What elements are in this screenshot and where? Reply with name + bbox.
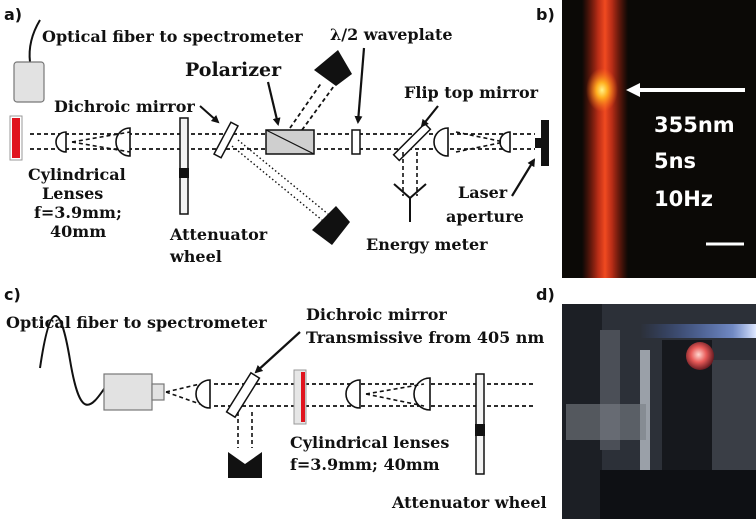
fiber-label-c: Optical fiber to spectrometer xyxy=(6,313,267,332)
spectrometer-connector-icon xyxy=(13,61,45,103)
cylindrical-lens-2-icon xyxy=(115,127,131,157)
lens-label-line2: Lenses xyxy=(42,184,103,203)
laser-label-line2: aperture xyxy=(446,207,524,226)
reflected-beam xyxy=(231,139,329,221)
focusing-cone xyxy=(71,131,131,153)
dichroic-mirror-icon xyxy=(213,121,239,159)
aperture-ring xyxy=(535,138,543,148)
beam-c-left xyxy=(165,383,201,405)
panel-a: a) Optical fiber to spectrometer Cylindr… xyxy=(4,5,549,266)
panel-c-letter: c) xyxy=(4,285,21,304)
optical-fiber-c-icon xyxy=(39,315,107,406)
waveplate-label: λ/2 waveplate xyxy=(330,25,453,44)
attenuator-wheel-icon xyxy=(179,117,189,215)
polarizer-arrow xyxy=(266,81,281,126)
energy-meter-icon xyxy=(393,183,427,222)
spectrometer-connector-c-icon xyxy=(103,373,153,411)
attenuator-c-hub xyxy=(475,424,485,436)
polarizer-diagonal xyxy=(265,129,315,155)
lens-label-line3: f=3.9mm; xyxy=(34,203,122,222)
attenuator-c-label: Attenuator wheel xyxy=(391,493,547,512)
laser-aperture-icon xyxy=(541,120,549,166)
flip-mirror-arrow xyxy=(420,105,439,128)
waveplate-icon xyxy=(351,129,361,155)
photo-d-blue-light xyxy=(640,324,756,338)
flip-mirror-icon xyxy=(392,122,432,162)
beam-dump-lower-icon xyxy=(312,206,350,245)
sample-holder xyxy=(9,115,23,161)
lens-label-line1: Cylindrical xyxy=(28,165,126,184)
photo-b-spot xyxy=(586,68,618,112)
photo-d-base xyxy=(600,470,756,519)
beam-dump-upper-icon xyxy=(314,50,352,86)
dichroic-c-label-line2: Transmissive from 405 nm xyxy=(306,328,544,347)
laser-arrow xyxy=(511,158,536,197)
dichroic-c-arrow xyxy=(254,331,301,374)
expander-cone xyxy=(455,131,505,153)
polarizer-rejected-beam xyxy=(289,81,335,131)
energy-meter-label: Energy meter xyxy=(366,235,488,254)
cylindrical-lens-c2-icon xyxy=(345,379,361,409)
beam-c-main xyxy=(214,383,536,407)
laser-label-line1: Laser xyxy=(458,183,508,202)
panel-b: b) 355nm 5ns 10Hz xyxy=(536,0,756,278)
photo-b-pulse: 5ns xyxy=(654,149,696,173)
flip-mirror-label: Flip top mirror xyxy=(404,83,539,102)
attenuator-label-line2: wheel xyxy=(169,247,222,266)
photo-b-wavelength: 355nm xyxy=(654,113,735,137)
cylindrical-lens-1-icon xyxy=(55,131,67,153)
beam-c-cone xyxy=(365,383,425,407)
photo-d-glare xyxy=(566,404,646,440)
photo-b-beam-glow xyxy=(582,0,628,278)
expander-lens-1-icon xyxy=(433,127,449,157)
beam-c-down xyxy=(237,412,253,448)
lens-label-line4: 40mm xyxy=(50,222,106,241)
panel-a-letter: a) xyxy=(4,5,22,24)
polarizer-label: Polarizer xyxy=(185,59,282,81)
beam-dump-c-icon xyxy=(228,452,262,478)
attenuator-label-line1: Attenuator xyxy=(169,225,268,244)
lens-c-label-line1: Cylindrical lenses xyxy=(290,433,449,452)
dichroic-arrow xyxy=(199,105,220,124)
lens-c-label-line2: f=3.9mm; 40mm xyxy=(290,455,440,474)
panel-c: c) Optical fiber to spectrometer Dichroi… xyxy=(4,285,547,512)
cylindrical-lens-c1-icon xyxy=(195,379,211,409)
photo-d-sample-sphere xyxy=(686,342,714,370)
waveplate-arrow xyxy=(354,47,366,124)
fiber-label: Optical fiber to spectrometer xyxy=(42,27,303,46)
sample-c-red-bar xyxy=(301,372,305,422)
photo-b-rate: 10Hz xyxy=(654,187,713,211)
attenuator-hub xyxy=(179,168,189,178)
optical-fiber-icon xyxy=(28,19,41,63)
panel-d-letter: d) xyxy=(536,285,555,304)
panel-b-letter: b) xyxy=(536,5,555,24)
cylindrical-lens-c3-icon xyxy=(413,377,431,411)
sample-red-bar xyxy=(12,118,20,158)
dichroic-mirror-c-icon xyxy=(225,371,261,419)
connector-tip xyxy=(151,383,165,401)
panel-d: d) xyxy=(536,285,756,519)
dichroic-c-label-line1: Dichroic mirror xyxy=(306,305,447,324)
energy-meter-beam xyxy=(402,152,418,196)
dichroic-label: Dichroic mirror xyxy=(54,97,195,116)
